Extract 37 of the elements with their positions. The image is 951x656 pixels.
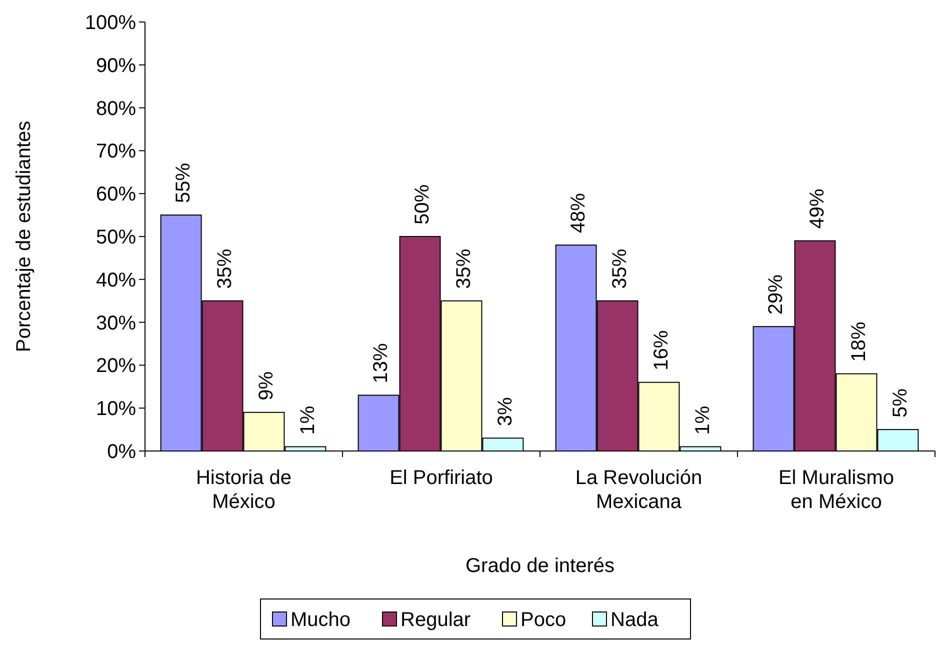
y-tick-label: 90%: [96, 54, 136, 77]
data-label: 18%: [848, 322, 870, 362]
data-label: 35%: [452, 248, 475, 289]
x-tick-label: El Porfiriato: [390, 467, 493, 489]
y-tick-label: 100%: [84, 12, 136, 34]
x-tick-label: La Revolución Mexicana: [575, 467, 702, 513]
y-axis-title: Porcentaje de estudiantes: [13, 120, 35, 352]
y-tick-label: 0%: [107, 441, 136, 463]
data-label: 48%: [568, 192, 590, 234]
data-label: 29%: [765, 274, 788, 315]
data-label: 3%: [494, 397, 516, 426]
legend-label: Nada: [610, 609, 660, 631]
y-tick-label: 60%: [96, 184, 136, 206]
data-label: 16%: [650, 330, 672, 370]
x-tick-label: Historia de México: [196, 467, 292, 513]
data-label: 55%: [172, 162, 195, 204]
y-tick-label: 10%: [96, 398, 136, 420]
data-label: 35%: [609, 248, 632, 289]
legend-label: Mucho: [290, 609, 351, 631]
x-axis-title: Grado de interés: [466, 555, 614, 577]
y-tick-label: 70%: [96, 140, 136, 163]
y-tick-label: 40%: [96, 269, 136, 292]
data-label: 5%: [889, 388, 912, 418]
legend-label: Regular: [400, 609, 471, 631]
y-tick-label: 50%: [96, 226, 136, 248]
x-tick-label: El Muralismo en México: [778, 467, 894, 513]
data-label: 9%: [255, 371, 278, 400]
data-label: 35%: [214, 248, 236, 289]
y-tick-label: 80%: [96, 98, 136, 120]
y-tick-label: 30%: [96, 312, 136, 334]
data-label: 50%: [412, 184, 434, 224]
data-label: 1%: [296, 406, 319, 435]
data-label: 1%: [692, 406, 714, 435]
y-tick-label: 20%: [96, 355, 136, 378]
legend-label: Poco: [520, 609, 566, 631]
data-label: 49%: [806, 188, 829, 229]
data-label: 13%: [370, 342, 392, 384]
